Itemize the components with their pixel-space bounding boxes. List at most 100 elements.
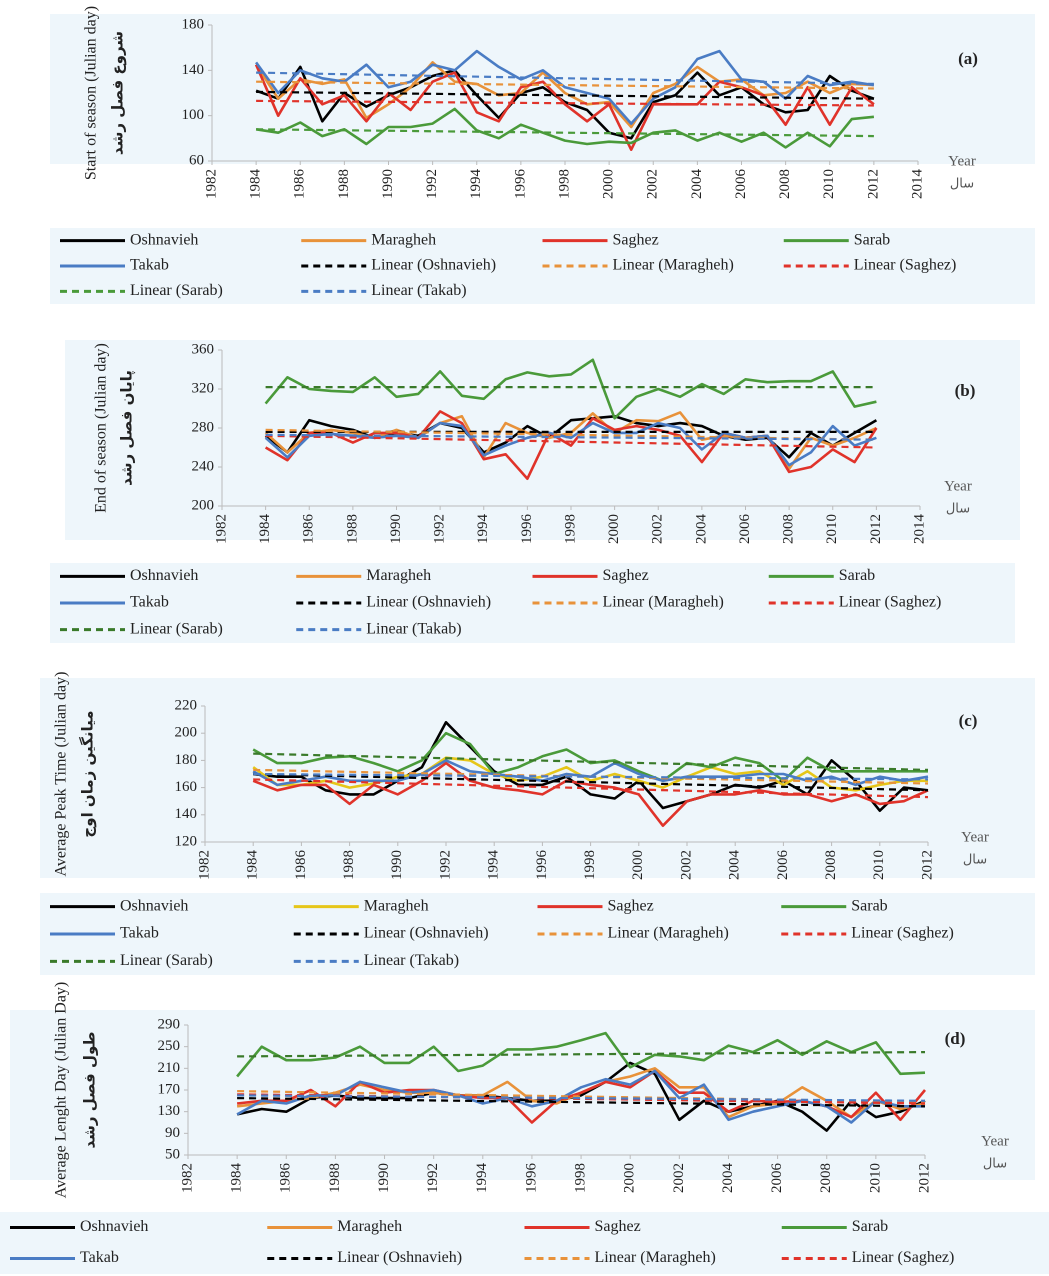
x-tick-label: 2002 xyxy=(678,850,694,880)
x-tick-label: 2002 xyxy=(650,514,666,544)
trend-line xyxy=(253,752,929,771)
x-tick-label: 2012 xyxy=(868,514,884,544)
x-tick-label: 2000 xyxy=(630,850,646,880)
panel-label: (c) xyxy=(959,711,978,730)
x-tick-label: 1984 xyxy=(229,1163,245,1194)
series-line xyxy=(255,61,874,129)
y-tick-label: 200 xyxy=(175,725,198,741)
trend-line xyxy=(237,1097,926,1108)
y-tick-label: 220 xyxy=(175,697,198,713)
x-tick-label: 2010 xyxy=(824,514,840,544)
series-line xyxy=(236,1031,926,1078)
x-tick-label: 2004 xyxy=(727,850,743,881)
y-tick-label: 130 xyxy=(158,1103,181,1119)
y-tick-label: 50 xyxy=(165,1146,180,1162)
y-tick-label: 90 xyxy=(165,1125,180,1141)
x-tick-label: 1990 xyxy=(389,850,405,880)
x-tick-label: 1998 xyxy=(556,169,572,199)
legend-label: Saghez xyxy=(603,567,649,584)
y-axis-label: Average Lenght Day (Julian Day) xyxy=(53,982,70,1199)
y-tick-label: 290 xyxy=(158,1016,181,1032)
x-tick-label: 2000 xyxy=(606,514,622,544)
legend-background xyxy=(0,1212,1049,1274)
x-tick-label: 1982 xyxy=(196,850,212,880)
legend-label: Oshnavieh xyxy=(80,1218,148,1235)
legend-label: Sarab xyxy=(839,567,875,584)
plot-background xyxy=(50,14,1035,164)
x-tick-label: 2006 xyxy=(733,169,749,200)
x-tick-label: 1986 xyxy=(292,169,308,200)
x-tick-label: 1986 xyxy=(301,514,317,545)
x-tick-label: 1988 xyxy=(327,1163,343,1193)
x-tick-label: 2004 xyxy=(720,1163,736,1194)
x-tick-label: 2004 xyxy=(689,169,705,200)
legend-label: Linear (Oshnavieh) xyxy=(337,1249,462,1266)
legend-label: Linear (Maragheh) xyxy=(613,257,734,274)
x-tick-label: 2010 xyxy=(867,1163,883,1193)
trend-line xyxy=(256,80,874,90)
x-tick-label: 2006 xyxy=(775,850,791,881)
x-tick-label: 1990 xyxy=(380,169,396,199)
legend-label: Maragheh xyxy=(371,231,436,248)
legend-label: Takab xyxy=(130,257,169,274)
x-tick-label: 2014 xyxy=(911,514,927,545)
x-tick-label: 2008 xyxy=(781,514,797,544)
x-tick-label: 2012 xyxy=(919,850,935,880)
y-tick-label: 60 xyxy=(189,152,204,168)
x-tick-label: 1998 xyxy=(582,850,598,880)
series-line xyxy=(252,761,929,827)
legend-label: Saghez xyxy=(608,897,654,914)
trend-line xyxy=(253,778,929,799)
x-axis-label: Year xyxy=(944,478,972,494)
trend-line xyxy=(256,90,874,100)
x-tick-label: 2006 xyxy=(737,514,753,545)
x-tick-label: 1986 xyxy=(293,850,309,881)
plot-background xyxy=(65,340,1020,540)
x-tick-label: 1984 xyxy=(245,850,261,881)
x-tick-label: 2014 xyxy=(909,169,925,200)
legend-label: Saghez xyxy=(613,231,659,248)
x-tick-label: 1986 xyxy=(278,1163,294,1194)
panel-label: (d) xyxy=(945,1029,966,1048)
y-tick-label: 250 xyxy=(158,1038,181,1054)
y-tick-label: 200 xyxy=(192,497,215,513)
legend-label: Oshnavieh xyxy=(130,567,198,584)
legend-label: Takab xyxy=(130,594,169,611)
x-tick-label: 1994 xyxy=(468,169,484,200)
series-line xyxy=(255,49,875,125)
x-tick-label: 2012 xyxy=(865,169,881,199)
x-axis-label-fa: سال xyxy=(983,1157,1007,1172)
legend-label: Linear (Maragheh) xyxy=(608,925,729,942)
series-line xyxy=(253,721,929,812)
x-axis-label: Year xyxy=(948,153,976,169)
series-line xyxy=(255,107,875,149)
legend-label: Linear (Maragheh) xyxy=(603,594,724,611)
trend-line xyxy=(237,1090,926,1103)
legend-label: Saghez xyxy=(595,1218,641,1235)
y-tick-label: 180 xyxy=(175,752,198,768)
legend-label: Linear (Saghez) xyxy=(851,925,954,942)
y-tick-label: 160 xyxy=(175,779,198,795)
y-tick-label: 100 xyxy=(182,107,205,123)
legend-label: Linear (Saghez) xyxy=(854,257,957,274)
x-tick-label: 1996 xyxy=(534,850,550,881)
x-tick-label: 2012 xyxy=(916,1163,932,1193)
y-axis-label: End of season (Julian day) xyxy=(93,343,110,513)
legend-label: Sarab xyxy=(851,897,887,914)
x-tick-label: 1994 xyxy=(475,514,491,545)
x-tick-label: 1992 xyxy=(424,169,440,199)
y-axis-label-fa: میانگین زمان اوج xyxy=(79,710,97,837)
x-tick-label: 1982 xyxy=(213,514,229,544)
y-tick-label: 240 xyxy=(192,458,215,474)
y-axis-label: Average Peak Time (Julian day) xyxy=(53,672,70,877)
x-tick-label: 2008 xyxy=(823,850,839,880)
legend-label: Linear (Oshnavieh) xyxy=(364,925,489,942)
x-tick-label: 1994 xyxy=(486,850,502,881)
legend-label: Oshnavieh xyxy=(130,231,198,248)
x-tick-label: 2010 xyxy=(821,169,837,199)
x-tick-label: 2000 xyxy=(601,169,617,199)
x-tick-label: 2006 xyxy=(769,1163,785,1194)
series-line xyxy=(254,64,875,151)
x-tick-label: 2008 xyxy=(777,169,793,199)
